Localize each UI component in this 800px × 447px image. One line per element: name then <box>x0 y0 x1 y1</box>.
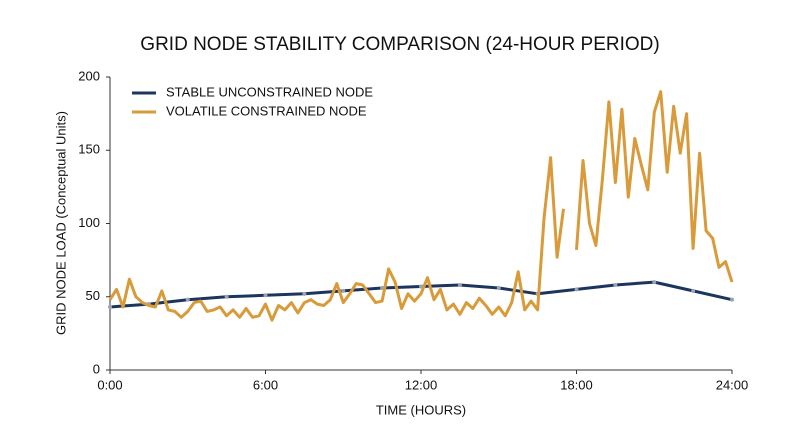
y-tick-label: 0 <box>93 361 100 376</box>
y-axis-label: GRID NODE LOAD (Conceptual Units) <box>53 111 68 335</box>
point <box>457 283 462 288</box>
y-tick-label: 50 <box>86 288 100 303</box>
point <box>652 280 657 285</box>
chart-title: GRID NODE STABILITY COMPARISON (24-HOUR … <box>140 34 659 55</box>
y-tick-label: 150 <box>78 142 100 157</box>
point <box>691 288 696 293</box>
y-tick-label: 100 <box>78 215 100 230</box>
x-tick-label: 0:00 <box>97 377 122 392</box>
point <box>730 297 734 302</box>
legend-label: VOLATILE CONSTRAINED NODE <box>166 103 367 118</box>
x-tick-label: 24:00 <box>716 377 749 392</box>
x-tick-label: 18:00 <box>560 377 593 392</box>
point <box>185 297 190 302</box>
legend-label: STABLE UNCONSTRAINED NODE <box>166 84 373 99</box>
point <box>302 291 307 296</box>
point <box>574 287 579 292</box>
point <box>341 288 346 293</box>
x-tick-label: 12:00 <box>405 377 438 392</box>
x-axis-label: TIME (HOURS) <box>376 402 466 417</box>
point <box>496 285 501 290</box>
series-line <box>108 90 734 322</box>
point <box>263 293 268 298</box>
x-tick-label: 6:00 <box>253 377 278 392</box>
y-tick-label: 200 <box>78 68 100 83</box>
point <box>224 294 229 299</box>
point <box>613 283 618 288</box>
point <box>108 305 112 310</box>
